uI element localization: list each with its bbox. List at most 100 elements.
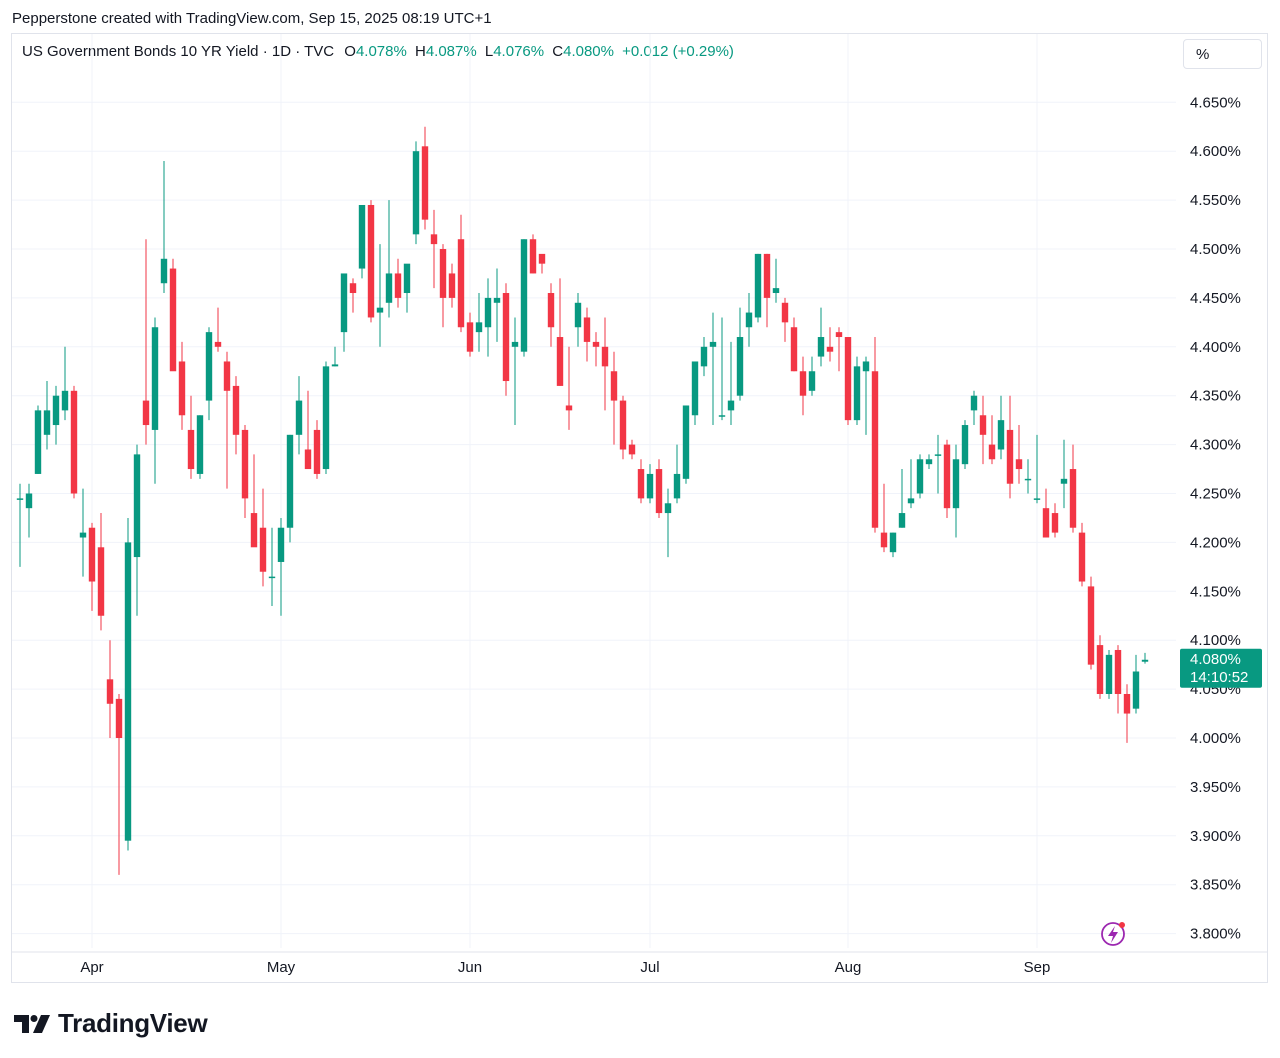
candle-body [889,532,897,553]
candle-body [1024,478,1032,481]
candlestick-chart[interactable]: 4.650% 4.600% 4.550% 4.500% 4.450% 4.400% 4.35… [0,0,1280,1000]
candle-body [520,239,528,352]
candle-body [1006,429,1014,484]
candle-body [1051,513,1059,533]
candle-body [772,288,780,294]
candle-body [241,429,249,499]
high-value: 4.087% [425,43,477,60]
candle-body [538,253,546,264]
candle-body [349,283,357,294]
candle-body [961,425,969,465]
candle-body [394,273,402,298]
candle-body [493,297,501,303]
candle-body [187,429,195,470]
candle-body [214,341,222,347]
lightning-badge-icon[interactable] [1101,922,1125,946]
candle-body [826,346,834,352]
open-value: 4.078% [355,43,407,60]
tradingview-wordmark: TradingView [58,1008,208,1038]
candle-body [925,459,933,465]
candle-body [529,239,537,274]
candle-body [142,400,150,426]
candle-body [907,498,915,504]
x-tick-label: Jul [640,959,659,976]
candle-body [745,312,753,328]
candle-body [304,449,312,470]
y-tick-label: 4.000% [1190,730,1241,747]
chart-frame [11,33,1268,983]
candle-body [835,332,843,338]
candle-body [871,371,879,528]
candle-body [340,273,348,333]
last-price-value: 4.080% [1190,651,1241,668]
symbol-title: US Government Bonds 10 YR Yield · 1D · T… [22,43,335,60]
candle-body [367,204,375,318]
candle-body [196,415,204,474]
candle-body [592,341,600,347]
candle-body [781,302,789,323]
x-tick-label: Aug [835,959,862,976]
y-tick-label: 3.950% [1190,779,1241,796]
candle-body [232,385,240,435]
candle-body [79,532,87,538]
candle-body [682,405,690,479]
candle-body [799,371,807,396]
candle-body [862,361,870,372]
y-tick-label: 4.650% [1190,94,1241,111]
y-tick-label: 3.800% [1190,926,1241,943]
candle-body [268,576,276,579]
candle-body [880,532,888,548]
candle-body [844,337,852,421]
tradingview-logo[interactable]: TradingView [14,1008,208,1039]
candle-body [727,400,735,411]
candle-body [259,527,267,572]
candle-body [673,473,681,499]
candle-body [952,459,960,509]
open-key: O [344,43,356,60]
candle-body [430,234,438,245]
candle-body [997,420,1005,450]
candle-body [583,317,591,342]
candle-body [151,327,159,430]
candle-body [736,337,744,396]
candle-body [286,434,294,528]
candle-body [898,513,906,528]
low-value: 4.076% [493,43,545,60]
candle-body [403,263,411,294]
percent-scale-button[interactable]: % [1183,39,1262,69]
candle-body [1060,478,1068,484]
y-tick-label: 4.550% [1190,192,1241,209]
candle-body [1033,498,1041,500]
close-value: 4.080% [563,43,614,60]
candle-body [52,395,60,426]
y-tick-label: 4.200% [1190,534,1241,551]
candle-body [718,415,726,417]
y-tick-label: 4.600% [1190,143,1241,160]
candle-body [34,410,42,474]
x-tick-label: Jun [458,959,482,976]
y-tick-label: 4.300% [1190,437,1241,454]
candle-body [1087,586,1095,665]
x-tick-label: Apr [80,959,103,976]
candle-body [1114,649,1122,694]
candle-body [439,249,447,298]
candle-body [385,273,393,303]
y-tick-label: 4.100% [1190,632,1241,649]
y-tick-label: 4.350% [1190,388,1241,405]
candle-body [988,444,996,460]
candle-body [70,390,78,494]
candle-body [160,258,168,284]
candle-body [664,503,672,514]
candle-body [511,341,519,347]
tradingview-logo-icon [14,1014,50,1033]
candle-body [322,366,330,470]
candle-body [709,341,717,347]
candle-body [106,679,114,704]
candle-body [277,527,285,562]
close-key: C [552,43,564,60]
candle-body [574,302,582,328]
candle-body [223,361,231,391]
candle-body [115,698,123,738]
candle-body [466,322,474,352]
candle-body [16,498,24,500]
